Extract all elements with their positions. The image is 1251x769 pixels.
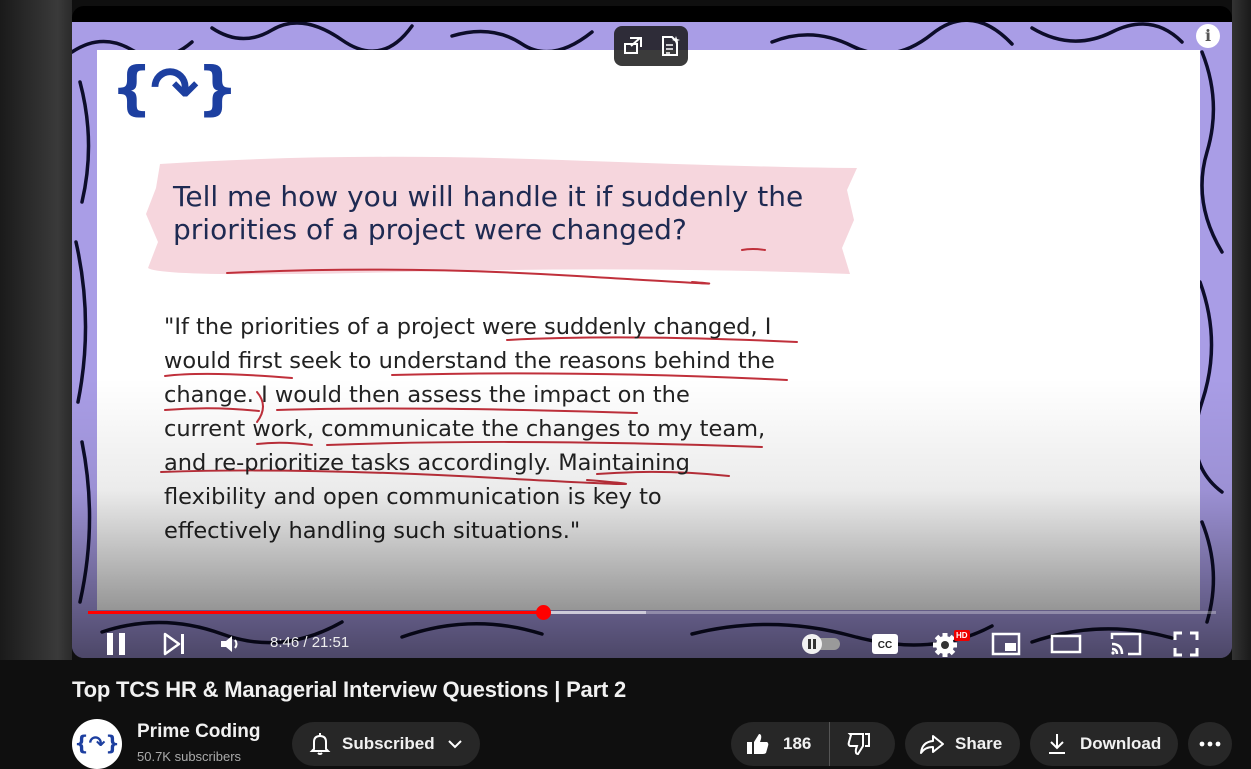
share-button[interactable]: Share xyxy=(905,722,1020,766)
captions-button[interactable]: CC xyxy=(867,626,903,658)
next-button[interactable] xyxy=(156,626,192,658)
pause-icon xyxy=(107,633,125,655)
swap-icon[interactable] xyxy=(621,34,645,58)
autoplay-toggle-icon xyxy=(802,634,840,654)
hd-badge: HD xyxy=(954,630,970,641)
bell-icon xyxy=(309,733,331,755)
subscribe-button[interactable]: Subscribed xyxy=(292,722,480,766)
svg-text:CC: CC xyxy=(878,640,892,651)
download-icon xyxy=(1049,734,1065,754)
avatar[interactable]: {↷} xyxy=(72,719,122,769)
cast-icon xyxy=(1110,632,1142,656)
progress-scrubber[interactable] xyxy=(535,605,551,620)
dislike-button[interactable] xyxy=(830,722,872,766)
time-display: 8:46 / 21:51 xyxy=(270,634,350,651)
next-icon xyxy=(163,632,184,656)
miniplayer-button[interactable] xyxy=(988,626,1024,658)
answer-line: effectively handling such situations." xyxy=(164,518,581,544)
slide-card: {↷} Tell me how you will handle it if su… xyxy=(97,50,1200,610)
fullscreen-button[interactable] xyxy=(1168,626,1204,658)
answer-line: "If the priorities of a project were sud… xyxy=(164,314,772,340)
pause-button[interactable] xyxy=(98,626,134,658)
autoplay-toggle[interactable] xyxy=(800,626,844,658)
share-icon xyxy=(920,735,944,754)
settings-button[interactable]: HD xyxy=(928,626,970,658)
settings-icon xyxy=(933,633,957,657)
slide-answer: "If the priorities of a project were sud… xyxy=(164,310,844,548)
theater-mode-button[interactable] xyxy=(1048,626,1084,658)
cast-button[interactable] xyxy=(1108,626,1144,658)
progress-bar[interactable] xyxy=(88,605,1216,620)
subscriber-count: 50.7K subscribers xyxy=(137,749,242,764)
answer-line: flexibility and open communication is ke… xyxy=(164,484,662,510)
chevron-down-icon xyxy=(447,740,462,749)
like-dislike-group: 186 xyxy=(731,722,895,766)
player-controls: 8:46 / 21:51 CC HD xyxy=(72,622,1232,658)
subscribe-label: Subscribed xyxy=(342,734,435,753)
answer-line: change. I would then assess the impact o… xyxy=(164,382,690,408)
page-background-left xyxy=(0,0,72,660)
like-icon xyxy=(747,734,769,754)
answer-line: current work, communicate the changes to… xyxy=(164,416,766,442)
progress-played xyxy=(88,611,543,614)
theater-icon xyxy=(1050,634,1082,654)
like-button[interactable]: 186 xyxy=(731,722,831,766)
miniplayer-icon xyxy=(991,632,1021,656)
share-label: Share xyxy=(955,734,1003,753)
download-button[interactable]: Download xyxy=(1030,722,1178,766)
slide-question: Tell me how you will handle it if sudden… xyxy=(173,180,804,246)
highlight-brush xyxy=(146,156,857,275)
fullscreen-icon xyxy=(1173,631,1199,657)
channel-name[interactable]: Prime Coding xyxy=(137,721,261,742)
page-background-right xyxy=(1232,0,1251,660)
video-title: Top TCS HR & Managerial Interview Questi… xyxy=(72,677,627,702)
info-icon[interactable]: i xyxy=(1196,24,1220,48)
answer-line: would first seek to understand the reaso… xyxy=(164,348,775,374)
dislike-icon xyxy=(847,733,871,756)
slide-logo: {↷} xyxy=(111,54,238,122)
answer-line: and re-prioritize tasks accordingly. Mai… xyxy=(164,450,690,476)
like-count: 186 xyxy=(783,734,812,753)
overlay-toolbar xyxy=(614,26,688,66)
download-label: Download xyxy=(1080,734,1162,753)
more-actions-button[interactable] xyxy=(1188,722,1232,766)
mute-button[interactable] xyxy=(212,626,248,658)
volume-icon xyxy=(221,636,238,652)
video-player[interactable]: {↷} Tell me how you will handle it if su… xyxy=(72,6,1232,658)
more-icon xyxy=(1199,741,1221,747)
notes-icon[interactable] xyxy=(658,34,682,58)
video-frame[interactable]: {↷} Tell me how you will handle it if su… xyxy=(72,22,1232,658)
captions-icon: CC xyxy=(872,634,898,654)
